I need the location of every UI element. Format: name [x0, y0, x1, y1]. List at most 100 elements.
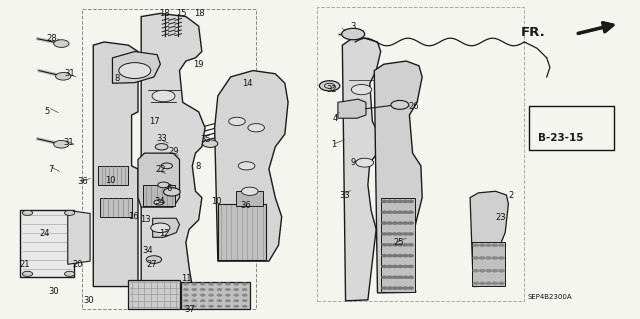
Circle shape	[248, 123, 264, 132]
Circle shape	[381, 254, 388, 257]
Circle shape	[200, 305, 205, 308]
Circle shape	[242, 300, 247, 302]
Text: 6: 6	[167, 184, 172, 193]
Text: 25: 25	[394, 238, 404, 247]
Circle shape	[403, 221, 408, 225]
Circle shape	[485, 256, 492, 260]
Circle shape	[387, 254, 393, 257]
Circle shape	[492, 282, 498, 285]
Bar	[317, 7, 524, 301]
Text: 31: 31	[65, 69, 75, 78]
Text: 28: 28	[47, 34, 58, 43]
Circle shape	[242, 294, 247, 296]
Circle shape	[225, 288, 230, 291]
Circle shape	[397, 243, 403, 246]
Circle shape	[408, 211, 414, 214]
Circle shape	[403, 265, 408, 268]
Circle shape	[479, 282, 485, 285]
Circle shape	[22, 210, 33, 215]
Circle shape	[202, 140, 218, 147]
Circle shape	[403, 200, 408, 203]
Circle shape	[387, 200, 393, 203]
Circle shape	[217, 305, 222, 308]
Circle shape	[403, 243, 408, 246]
Bar	[83, 9, 256, 309]
Circle shape	[498, 256, 504, 260]
Text: 9: 9	[351, 158, 356, 167]
Text: 7: 7	[49, 165, 54, 174]
Text: 2: 2	[508, 190, 514, 200]
Text: 11: 11	[181, 274, 192, 283]
Circle shape	[242, 305, 247, 308]
Circle shape	[356, 158, 374, 167]
Circle shape	[22, 271, 33, 276]
Circle shape	[217, 283, 222, 285]
Circle shape	[387, 243, 393, 246]
Circle shape	[351, 85, 372, 95]
Circle shape	[472, 282, 479, 285]
Circle shape	[392, 276, 398, 279]
Circle shape	[209, 300, 214, 302]
Circle shape	[225, 294, 230, 296]
Polygon shape	[470, 191, 508, 286]
Text: 18: 18	[159, 9, 170, 18]
Circle shape	[183, 283, 188, 285]
Circle shape	[183, 288, 188, 291]
Text: 14: 14	[242, 79, 253, 88]
Circle shape	[200, 300, 205, 302]
Polygon shape	[129, 280, 179, 309]
Circle shape	[158, 182, 170, 188]
Circle shape	[200, 294, 205, 296]
Text: 3: 3	[351, 22, 356, 31]
Text: 4: 4	[333, 114, 338, 123]
Text: 19: 19	[193, 60, 204, 69]
Circle shape	[408, 243, 414, 246]
Text: 5: 5	[44, 108, 49, 116]
Circle shape	[392, 265, 398, 268]
Text: 34: 34	[143, 246, 153, 255]
Circle shape	[209, 288, 214, 291]
Text: 26: 26	[408, 102, 419, 111]
Polygon shape	[20, 210, 74, 277]
Text: 8: 8	[195, 162, 201, 171]
Circle shape	[381, 211, 388, 214]
Text: 37: 37	[184, 305, 195, 314]
Circle shape	[151, 223, 170, 233]
Circle shape	[397, 211, 403, 214]
Text: 13: 13	[140, 215, 150, 224]
Circle shape	[408, 286, 414, 290]
Circle shape	[387, 276, 393, 279]
Circle shape	[217, 288, 222, 291]
Circle shape	[408, 254, 414, 257]
Circle shape	[485, 244, 492, 247]
Circle shape	[54, 40, 69, 48]
Circle shape	[392, 221, 398, 225]
Circle shape	[192, 300, 197, 302]
Circle shape	[392, 200, 398, 203]
Circle shape	[403, 254, 408, 257]
Text: 10: 10	[105, 176, 115, 185]
Circle shape	[381, 243, 388, 246]
Circle shape	[492, 269, 498, 272]
Circle shape	[397, 286, 403, 290]
Circle shape	[234, 300, 239, 302]
Circle shape	[381, 200, 388, 203]
Circle shape	[234, 294, 239, 296]
Polygon shape	[138, 153, 179, 207]
Polygon shape	[374, 61, 422, 293]
Circle shape	[387, 265, 393, 268]
Circle shape	[381, 265, 388, 268]
Circle shape	[387, 211, 393, 214]
Circle shape	[192, 288, 197, 291]
Text: 36: 36	[77, 177, 88, 186]
Circle shape	[183, 305, 188, 308]
Text: 27: 27	[147, 260, 157, 270]
Circle shape	[498, 282, 504, 285]
Circle shape	[485, 269, 492, 272]
Circle shape	[392, 232, 398, 235]
Text: 24: 24	[39, 229, 49, 238]
Text: 15: 15	[176, 9, 187, 18]
Text: 8: 8	[115, 74, 120, 83]
Circle shape	[152, 90, 175, 102]
Polygon shape	[342, 38, 381, 301]
